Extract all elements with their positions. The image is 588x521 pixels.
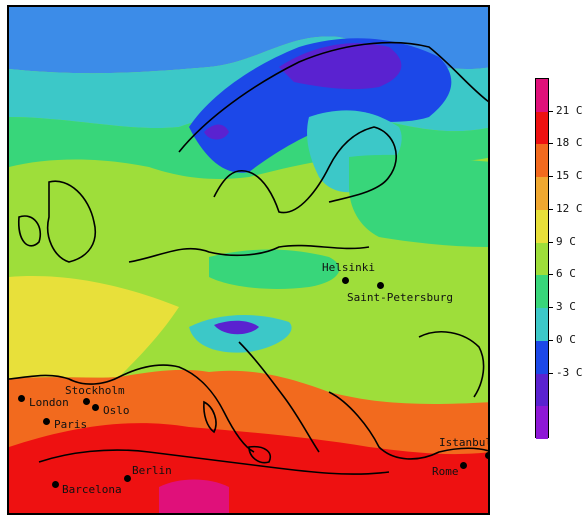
colorbar-segment bbox=[536, 242, 548, 276]
colorbar-segment bbox=[536, 209, 548, 244]
central-cool bbox=[209, 249, 340, 289]
colorbar-label: -3 C bbox=[556, 365, 583, 379]
city-label-barcelona: Barcelona bbox=[62, 483, 122, 496]
city-dot-barcelona bbox=[52, 481, 59, 488]
scandinavia-coldest bbox=[279, 43, 402, 90]
cold-band-north bbox=[9, 7, 488, 74]
city-label-oslo: Oslo bbox=[103, 404, 130, 417]
city-dot-paris bbox=[43, 418, 50, 425]
city-dot-istanbul bbox=[460, 462, 467, 469]
south-hot bbox=[9, 423, 488, 513]
colorbar-segment bbox=[536, 340, 548, 375]
city-dot-oslo bbox=[92, 404, 99, 411]
city-label-helsinki: Helsinki bbox=[322, 261, 375, 274]
colorbar-segment bbox=[536, 308, 548, 342]
colorbar-label: 18 C bbox=[556, 136, 583, 150]
city-label-saint-petersburg: Saint-Petersburg bbox=[347, 291, 453, 304]
city-dot-helsinki bbox=[342, 277, 349, 284]
colorbar-tick bbox=[548, 176, 553, 178]
city-dot-london bbox=[18, 395, 25, 402]
colorbar-tick bbox=[548, 208, 553, 210]
colorbar-segment bbox=[536, 373, 548, 407]
colorbar-tick bbox=[548, 339, 553, 341]
colorbar-segment bbox=[536, 79, 548, 113]
temperature-field bbox=[9, 7, 488, 513]
east-green bbox=[349, 154, 488, 247]
colorbar-label: 0 C bbox=[556, 332, 576, 346]
city-dot-stockholm bbox=[83, 398, 90, 405]
city-label-stockholm: Stockholm bbox=[65, 384, 125, 397]
city-label-paris: Paris bbox=[54, 418, 88, 431]
colorbar-segment bbox=[536, 406, 548, 440]
colorbar-label: 15 C bbox=[556, 169, 583, 183]
colorbar-tick bbox=[548, 241, 553, 243]
colorbar-segment bbox=[536, 177, 548, 211]
city-label-istanbul: Istanbul bbox=[439, 436, 490, 449]
colorbar-tick bbox=[548, 143, 553, 145]
city-dot-rome bbox=[485, 452, 488, 459]
colorbar-segment bbox=[536, 275, 548, 309]
city-label-berlin: Berlin bbox=[132, 464, 172, 477]
colorbar-tick bbox=[548, 307, 553, 309]
colorbar-tick bbox=[548, 372, 553, 374]
south-hottest bbox=[159, 479, 229, 513]
colorbar-label: 6 C bbox=[556, 267, 576, 281]
scandinavia-coldest-2 bbox=[204, 124, 229, 140]
temperature-map: Helsinki Saint-Petersburg London Stockho… bbox=[7, 5, 490, 515]
west-mild bbox=[9, 276, 179, 379]
colorbar-tick bbox=[548, 274, 553, 276]
colorbar-label: 21 C bbox=[556, 103, 583, 117]
colorbar-segment bbox=[536, 144, 548, 178]
colorbar-label: 9 C bbox=[556, 234, 576, 248]
colorbar-label: 3 C bbox=[556, 300, 576, 314]
city-dot-saint-petersburg bbox=[377, 282, 384, 289]
city-dot-berlin bbox=[124, 475, 131, 482]
coastlines bbox=[9, 41, 488, 475]
colorbar-segment bbox=[536, 111, 548, 145]
alps-cold bbox=[214, 320, 259, 335]
city-label-london: London bbox=[29, 396, 69, 409]
colorbar-tick bbox=[548, 110, 553, 112]
city-label-rome: Rome bbox=[432, 465, 459, 478]
colorbar bbox=[535, 78, 549, 440]
colorbar-label: 12 C bbox=[556, 201, 583, 215]
